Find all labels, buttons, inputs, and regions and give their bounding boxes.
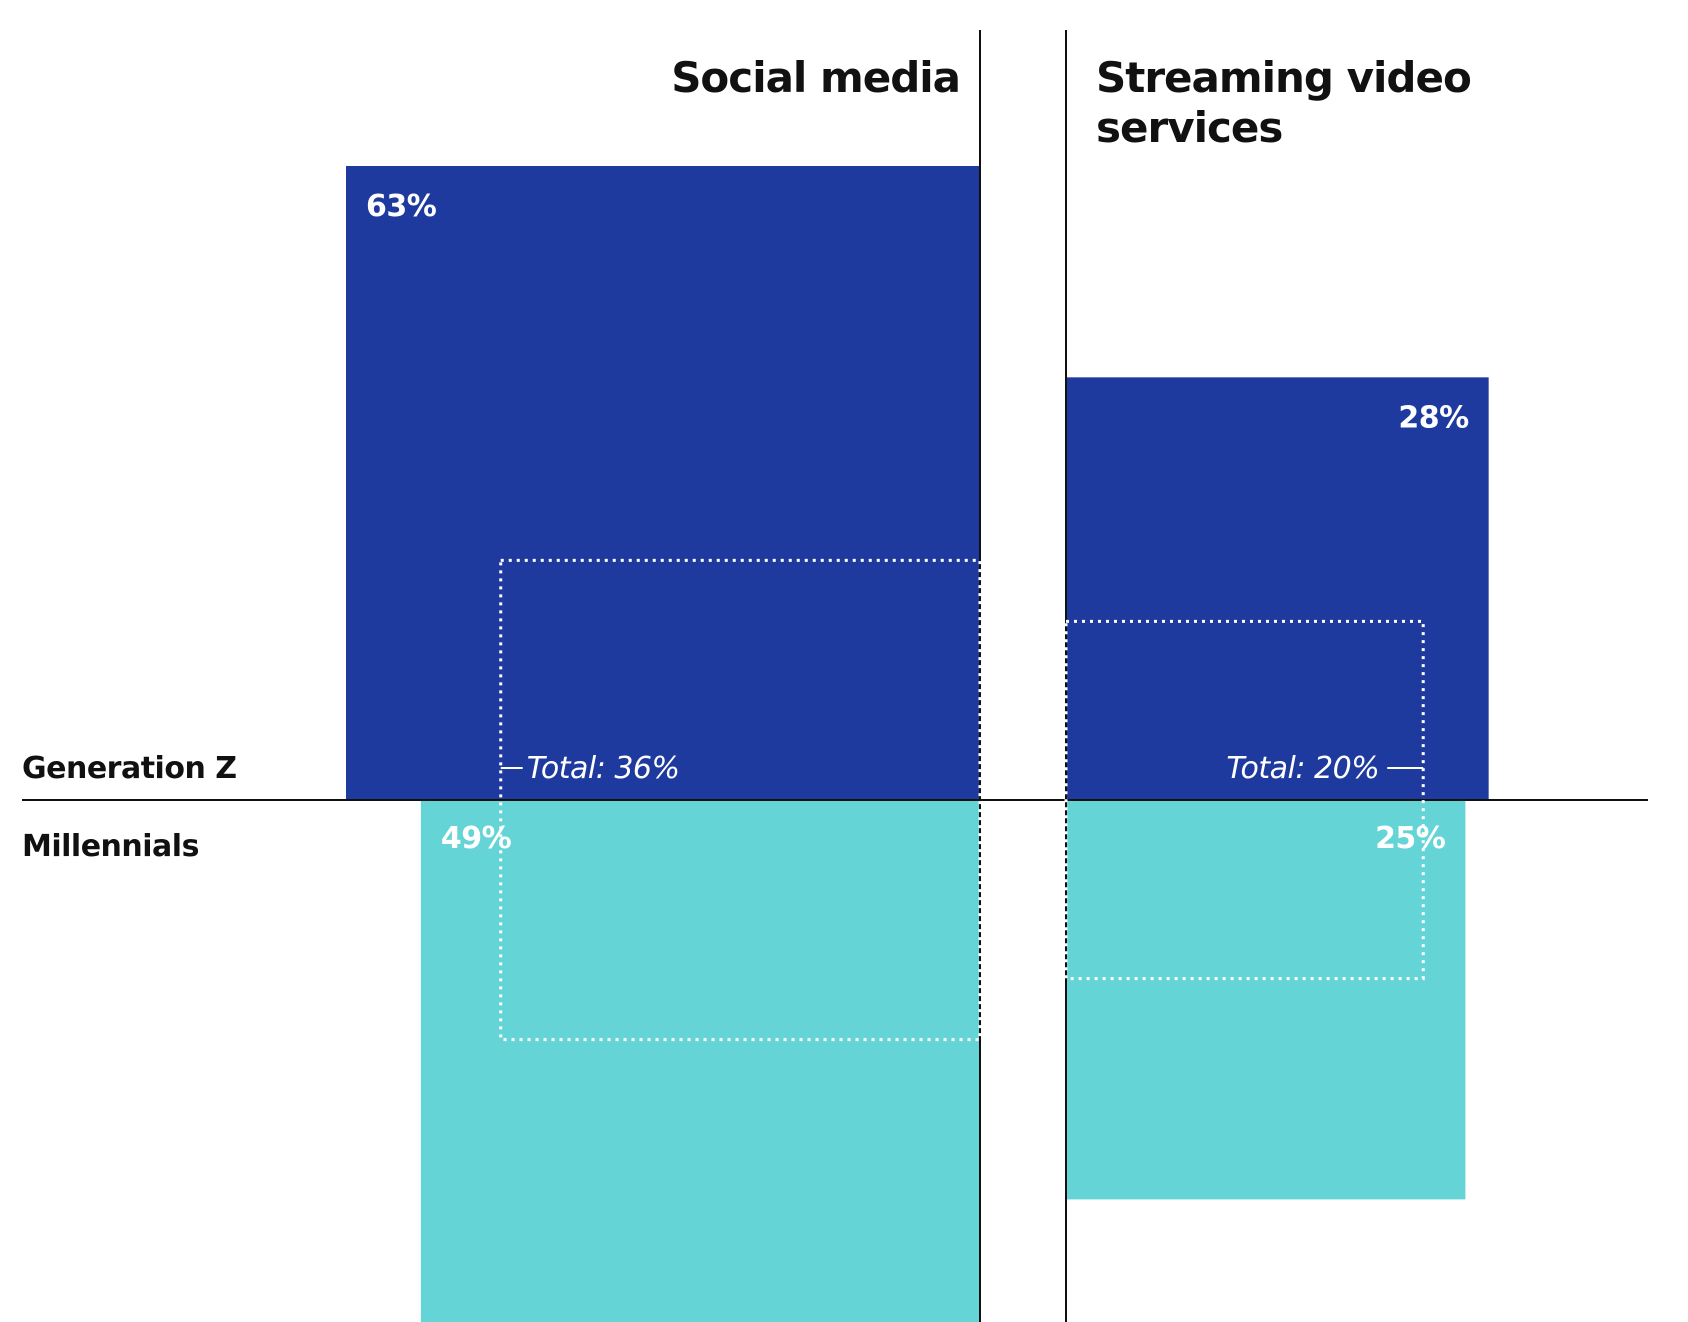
row-label-millennials: Millennials: [22, 829, 199, 864]
social-media-millennials-value: 49%: [441, 821, 512, 856]
row-label-generation-z: Generation Z: [22, 751, 237, 786]
total-outlines-layer: [499, 558, 1425, 1042]
streaming-total-outline: [1064, 619, 1425, 981]
social-media-title: Social media: [671, 53, 960, 102]
streaming-millennials-square: [1066, 800, 1466, 1200]
streaming-generation-z-value: 28%: [1398, 400, 1469, 435]
streaming-title-line: Streaming video: [1096, 53, 1471, 102]
streaming-title: Streaming video services: [1096, 53, 1471, 152]
streaming-total-value: Total: 20%: [1226, 751, 1379, 786]
social-media-generation-z-square: [346, 166, 980, 800]
streaming-millennials-value: 25%: [1375, 821, 1446, 856]
squares-layer: [346, 166, 1489, 1322]
social-media-generation-z-value: 63%: [366, 189, 437, 224]
streaming-generation-z-square: [1066, 377, 1489, 800]
streaming-title-line: services: [1096, 103, 1282, 152]
labels-layer: Generation Z Millennials 63% 49% Total: 36% S…: [22, 53, 1472, 864]
social-media-total-value: Total: 36%: [527, 751, 680, 786]
social-media-title-line: Social media: [671, 53, 960, 102]
social-media-millennials-square: [420, 800, 980, 1322]
